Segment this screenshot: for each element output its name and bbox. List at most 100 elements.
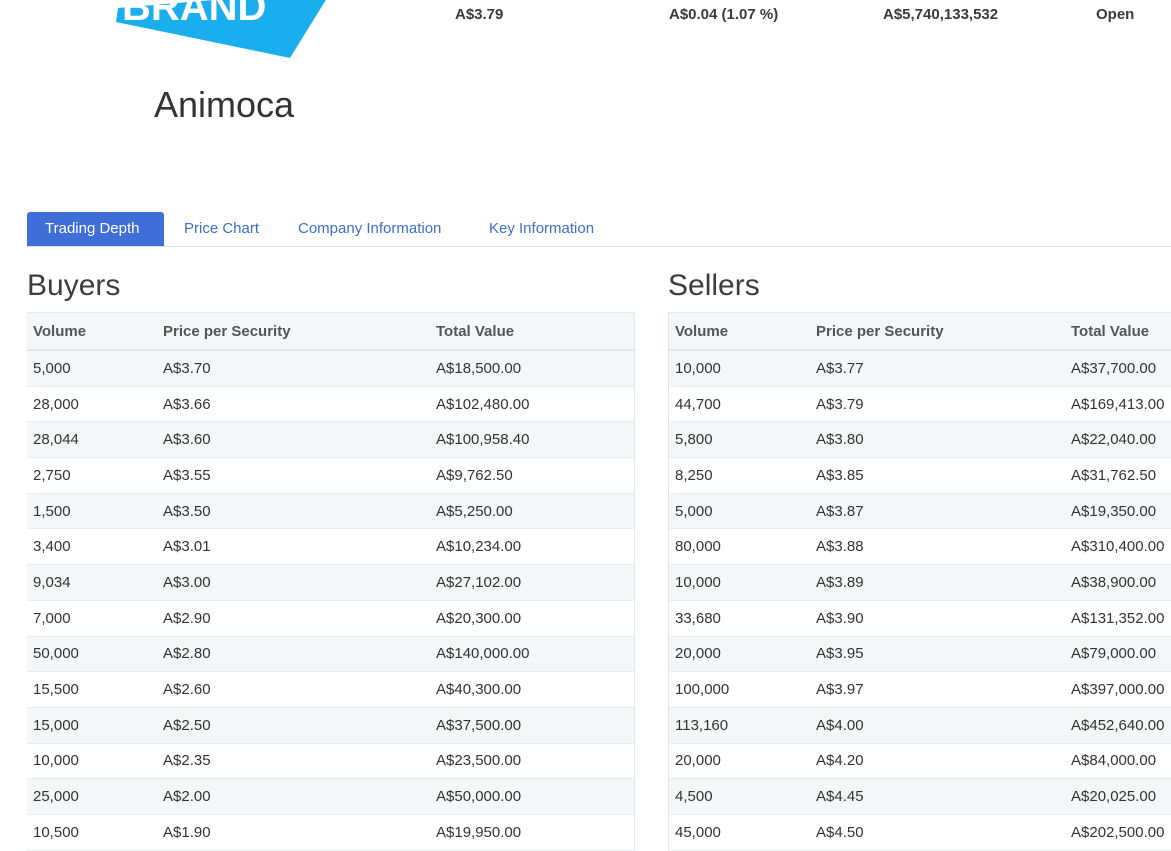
price-cell: A$2.50 xyxy=(157,707,430,743)
total-value-cell: A$18,500.00 xyxy=(430,350,635,386)
buyers-panel: Buyers Volume Price per Security Total V… xyxy=(27,266,635,851)
total-value-cell: A$9,762.50 xyxy=(430,458,635,494)
price-cell: A$3.95 xyxy=(810,636,1065,672)
volume-cell: 5,800 xyxy=(669,422,811,458)
volume-cell: 113,160 xyxy=(669,707,811,743)
total-value-cell: A$38,900.00 xyxy=(1065,565,1171,601)
volume-cell: 50,000 xyxy=(27,636,157,672)
volume-cell: 44,700 xyxy=(669,386,811,422)
column-header-price: Price per Security xyxy=(810,313,1065,351)
total-value-cell: A$79,000.00 xyxy=(1065,636,1171,672)
buyers-table: Volume Price per Security Total Value 5,… xyxy=(27,312,635,851)
total-value-cell: A$102,480.00 xyxy=(430,386,635,422)
total-value-cell: A$310,400.00 xyxy=(1065,529,1171,565)
price-cell: A$3.00 xyxy=(157,565,430,601)
volume-cell: 1,500 xyxy=(27,493,157,529)
buyers-heading: Buyers xyxy=(27,266,635,312)
price-cell: A$4.50 xyxy=(810,814,1065,850)
volume-cell: 25,000 xyxy=(27,779,157,815)
volume-cell: 9,034 xyxy=(27,565,157,601)
volume-cell: 28,000 xyxy=(27,386,157,422)
total-value-cell: A$50,000.00 xyxy=(430,779,635,815)
price-cell: A$3.87 xyxy=(810,493,1065,529)
volume-cell: 10,000 xyxy=(669,350,811,386)
price-cell: A$1.90 xyxy=(157,814,430,850)
tab-price-chart[interactable]: Price Chart xyxy=(166,212,277,246)
total-value-cell: A$19,950.00 xyxy=(430,814,635,850)
price-cell: A$3.88 xyxy=(810,529,1065,565)
price-cell: A$3.79 xyxy=(810,386,1065,422)
price-cell: A$3.55 xyxy=(157,458,430,494)
price-cell: A$3.85 xyxy=(810,458,1065,494)
total-value-cell: A$20,025.00 xyxy=(1065,779,1171,815)
tab-trading-depth[interactable]: Trading Depth xyxy=(27,212,164,246)
sellers-table: Volume Price per Security Total Value 10… xyxy=(668,312,1171,851)
total-value-cell: A$10,234.00 xyxy=(430,529,635,565)
volume-cell: 100,000 xyxy=(669,672,811,708)
volume-cell: 5,000 xyxy=(27,350,157,386)
price-cell: A$3.90 xyxy=(810,600,1065,636)
volume-cell: 20,000 xyxy=(669,636,811,672)
volume-cell: 8,250 xyxy=(669,458,811,494)
trading-status-value: Open xyxy=(1096,6,1134,23)
volume-cell: 5,000 xyxy=(669,493,811,529)
sellers-heading: Sellers xyxy=(668,266,1171,312)
total-value-cell: A$5,250.00 xyxy=(430,493,635,529)
price-change-value: A$0.04 (1.07 %) xyxy=(669,6,778,23)
total-value-cell: A$22,040.00 xyxy=(1065,422,1171,458)
total-value-cell: A$27,102.00 xyxy=(430,565,635,601)
volume-cell: 7,000 xyxy=(27,600,157,636)
volume-cell: 28,044 xyxy=(27,422,157,458)
tab-key-information[interactable]: Key Information xyxy=(471,212,612,246)
price-cell: A$3.70 xyxy=(157,350,430,386)
volume-cell: 10,000 xyxy=(27,743,157,779)
column-header-total: Total Value xyxy=(1065,313,1171,351)
volume-cell: 10,500 xyxy=(27,814,157,850)
price-cell: A$4.45 xyxy=(810,779,1065,815)
total-value-cell: A$100,958.40 xyxy=(430,422,635,458)
price-cell: A$3.77 xyxy=(810,350,1065,386)
total-value-cell: A$23,500.00 xyxy=(430,743,635,779)
price-cell: A$3.97 xyxy=(810,672,1065,708)
column-header-price: Price per Security xyxy=(157,313,430,351)
price-cell: A$2.90 xyxy=(157,600,430,636)
total-value-cell: A$84,000.00 xyxy=(1065,743,1171,779)
price-cell: A$2.60 xyxy=(157,672,430,708)
price-cell: A$2.00 xyxy=(157,779,430,815)
last-price-value: A$3.79 xyxy=(455,6,503,23)
column-header-volume: Volume xyxy=(669,313,811,351)
price-cell: A$4.00 xyxy=(810,707,1065,743)
volume-cell: 33,680 xyxy=(669,600,811,636)
tab-company-information[interactable]: Company Information xyxy=(280,212,459,246)
price-cell: A$4.20 xyxy=(810,743,1065,779)
total-value-cell: A$140,000.00 xyxy=(430,636,635,672)
table-header-row: Volume Price per Security Total Value xyxy=(27,313,635,351)
tab-bar: Trading Depth Price Chart Company Inform… xyxy=(27,212,1171,247)
total-value-cell: A$37,700.00 xyxy=(1065,350,1171,386)
price-cell: A$3.50 xyxy=(157,493,430,529)
price-cell: A$3.66 xyxy=(157,386,430,422)
